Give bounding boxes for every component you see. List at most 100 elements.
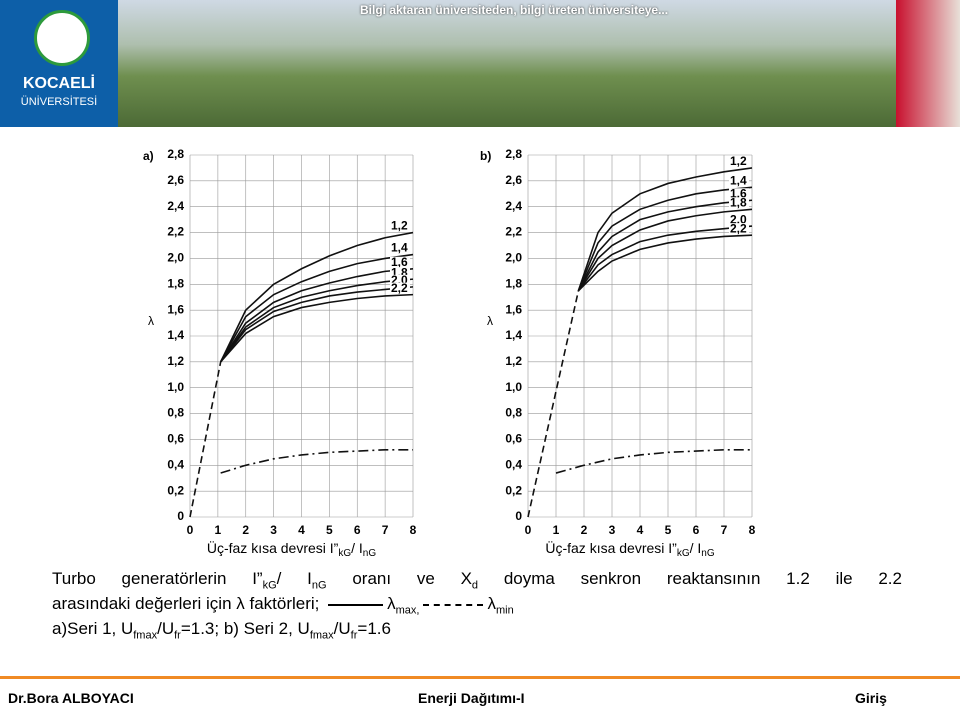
curve	[220, 278, 414, 363]
caption-text: kG	[262, 579, 277, 592]
curve-label-bg	[729, 197, 749, 209]
footer-course: Enerji Dağıtımı-I	[418, 690, 525, 706]
x-axis-label: Üç-faz kısa devresi I”kG/ InG	[207, 539, 376, 559]
x-tick-label: 7	[721, 523, 728, 537]
x-tick-label: 2	[581, 523, 588, 537]
caption-text: fmax	[309, 629, 334, 642]
header-photo	[896, 0, 960, 127]
curve	[577, 234, 753, 292]
y-tick-label: 0	[177, 509, 184, 523]
curve-label: 1,2	[730, 154, 747, 168]
brand: KOCAELİ	[23, 75, 95, 92]
curve	[527, 290, 580, 518]
curve-label: 1,6	[730, 186, 747, 200]
x-label-part: kG	[338, 548, 351, 559]
curve	[219, 253, 414, 363]
caption-text: / I	[276, 569, 312, 588]
y-tick-label: 2,8	[505, 147, 522, 161]
curve	[577, 199, 753, 292]
y-tick-label: 2,2	[505, 225, 522, 239]
curve	[220, 286, 414, 363]
caption-line: Turbo generatörlerin I”kG/ InG oranı ve …	[52, 569, 902, 591]
legend-line	[328, 603, 384, 606]
y-tick-label: 2,6	[167, 173, 184, 187]
x-tick-label: 1	[553, 523, 560, 537]
x-label-part: nG	[363, 548, 377, 559]
caption-text: doyma senkron reaktansının 1.2 ile 2.2	[478, 569, 902, 588]
y-tick-label: 2,6	[505, 173, 522, 187]
x-tick-label: 4	[298, 523, 305, 537]
footer-line	[0, 676, 960, 679]
y-axis-label: λ	[148, 314, 154, 328]
caption-text: =1.3; b) Seri 2, U	[180, 619, 310, 638]
x-tick-label: 0	[187, 523, 194, 537]
x-axis-label: Üç-faz kısa devresi I”kG/ InG	[545, 539, 714, 559]
y-tick-label: 2,4	[505, 199, 522, 213]
curve-label-bg	[390, 242, 410, 254]
curve	[577, 167, 753, 292]
curve	[577, 186, 753, 292]
curve	[219, 267, 414, 363]
y-tick-label: 1,8	[505, 276, 522, 290]
y-tick-label: 0,2	[167, 483, 184, 497]
y-tick-label: 0,8	[167, 406, 184, 420]
x-tick-label: 8	[410, 523, 417, 537]
curve	[220, 448, 413, 474]
curve-label: 1,4	[730, 173, 747, 187]
slogan: Bilgi aktaran üniversiteden, bilgi ürete…	[360, 3, 669, 17]
y-tick-label: 0,6	[505, 432, 522, 446]
caption-text: /U	[157, 619, 175, 638]
y-tick-label: 0,4	[505, 457, 522, 471]
curve	[577, 225, 753, 292]
y-tick-label: 0,4	[167, 457, 184, 471]
caption-line: a)Seri 1, Ufmax/Ufr=1.3; b) Seri 2, Ufma…	[52, 619, 391, 641]
x-tick-label: 6	[693, 523, 700, 537]
y-tick-label: 0,8	[505, 406, 522, 420]
caption-text: λ	[487, 594, 496, 613]
caption-text: Turbo generatörlerin I”	[52, 569, 263, 588]
x-label-part: nG	[701, 548, 715, 559]
x-tick-label: 3	[270, 523, 277, 537]
curve-label-bg	[729, 175, 749, 187]
curve-label-bg	[390, 267, 410, 279]
x-tick-label: 6	[354, 523, 361, 537]
caption-text: fr	[350, 629, 358, 642]
caption-text: a)Seri 1, U	[52, 619, 134, 638]
x-tick-label: 5	[326, 523, 333, 537]
y-tick-label: 1,2	[505, 354, 522, 368]
curve-label-bg	[390, 256, 410, 268]
curve-label-bg	[729, 155, 749, 167]
x-tick-label: 3	[609, 523, 616, 537]
brand-sub: ÜNİVERSİTESİ	[20, 96, 98, 108]
curve	[577, 208, 753, 292]
x-tick-label: 4	[637, 523, 644, 537]
caption-line: arasındaki değerleri için λ faktörleri; …	[52, 594, 514, 616]
curve	[219, 231, 414, 363]
y-tick-label: 2,0	[167, 251, 184, 265]
footer-author: Dr.Bora ALBOYACI	[8, 690, 134, 706]
curve-label: 2,0	[730, 212, 747, 226]
y-tick-label: 1,4	[167, 328, 184, 342]
curve-label: 1,2	[391, 219, 408, 233]
y-tick-label: 2,4	[167, 199, 184, 213]
curve-label: 1,6	[391, 255, 408, 269]
caption-text: =1.6	[357, 619, 391, 638]
y-tick-label: 1,2	[167, 354, 184, 368]
y-tick-label: 1,6	[505, 302, 522, 316]
curve-label: 2,2	[391, 281, 408, 295]
curve-label: 1,4	[391, 241, 408, 255]
x-label-part: kG	[677, 548, 690, 559]
y-tick-label: 1,0	[505, 380, 522, 394]
curve-label-bg	[729, 188, 749, 200]
caption-text: oranı ve X	[326, 569, 472, 588]
x-label-part: Üç-faz kısa devresi I”	[545, 539, 677, 556]
caption-text: fmax	[133, 629, 158, 642]
x-tick-label: 5	[665, 523, 672, 537]
panel-label: b)	[480, 149, 491, 163]
y-tick-label: 2,0	[505, 251, 522, 265]
y-tick-label: 0	[515, 509, 522, 523]
caption-text: min	[495, 604, 514, 617]
y-tick-label: 2,8	[167, 147, 184, 161]
caption-text: /U	[333, 619, 351, 638]
x-tick-label: 2	[242, 523, 249, 537]
